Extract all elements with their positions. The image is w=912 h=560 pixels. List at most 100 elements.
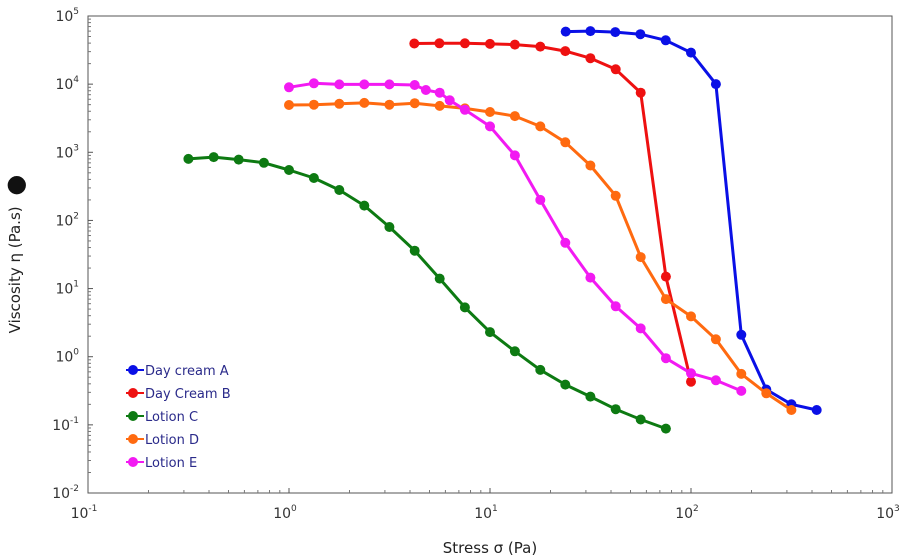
x-tick-label: 102: [675, 504, 699, 522]
data-point-lotion-c: [334, 185, 345, 195]
data-point-lotion-e: [585, 272, 596, 283]
data-point-lotion-c: [208, 152, 219, 163]
data-point-lotion-e: [434, 87, 445, 98]
y-tick-base: 10: [55, 213, 73, 229]
legend-label: Lotion C: [145, 410, 198, 425]
x-tick-label: 101: [474, 504, 498, 522]
data-point-lotion-d: [384, 99, 395, 110]
data-point-lotion-c: [183, 153, 194, 164]
data-point-lotion-e: [635, 323, 646, 334]
series-line-lotion-c: [188, 155, 667, 431]
y-tick-exponent: 4: [73, 75, 79, 85]
data-point-day-cream-b: [660, 271, 671, 282]
data-point-lotion-e: [736, 385, 747, 396]
y-tick-label: 104: [55, 75, 79, 93]
data-point-lotion-c: [660, 423, 671, 434]
data-point-lotion-e: [444, 95, 455, 106]
data-point-day-cream-b: [686, 376, 696, 387]
data-point-day-cream-a: [660, 35, 671, 46]
y-tick-base: 10: [55, 145, 73, 161]
legend-marker: [128, 388, 138, 398]
data-point-lotion-d: [710, 334, 721, 345]
data-point-lotion-d: [761, 388, 772, 399]
data-point-lotion-c: [635, 414, 646, 425]
data-point-lotion-e: [535, 194, 546, 205]
data-point-lotion-d: [409, 98, 420, 109]
data-point-day-cream-a: [710, 79, 721, 90]
series-line-lotion-d: [288, 101, 793, 412]
data-point-day-cream-b: [560, 46, 571, 57]
y-tick-label: 10-1: [52, 416, 79, 434]
x-tick-base: 10: [71, 506, 89, 522]
data-point-lotion-c: [459, 302, 470, 313]
y-tick-label: 105: [55, 7, 79, 25]
x-tick-exponent: -1: [88, 504, 97, 514]
data-point-lotion-e: [459, 104, 470, 115]
series-line-day-cream-b: [414, 41, 693, 383]
data-point-lotion-d: [635, 252, 646, 263]
x-tick-exponent: 3: [894, 504, 900, 514]
legend-label: Lotion E: [145, 456, 197, 471]
legend-marker: [128, 365, 138, 375]
data-point-lotion-e: [509, 150, 520, 161]
y-tick-base: 10: [52, 418, 70, 434]
x-tick-label: 100: [273, 504, 297, 522]
data-point-lotion-c: [434, 273, 445, 284]
data-point-lotion-e: [686, 368, 696, 379]
legend-label: Day cream A: [145, 364, 229, 379]
data-point-lotion-e: [660, 353, 671, 364]
data-point-lotion-e: [560, 237, 571, 248]
legend-item-lotion-e: Lotion E: [126, 456, 197, 471]
data-point-lotion-e: [420, 85, 431, 95]
legend-marker: [128, 411, 138, 421]
data-point-lotion-d: [560, 137, 571, 148]
x-tick-base: 10: [876, 506, 894, 522]
data-point-lotion-c: [509, 346, 520, 357]
data-point-lotion-d: [660, 294, 671, 305]
y-tick-label: 103: [55, 143, 79, 161]
data-point-day-cream-b: [434, 38, 445, 49]
series-day-cream-a: [560, 26, 822, 415]
data-point-lotion-d: [359, 97, 370, 108]
data-point-day-cream-a: [686, 47, 696, 58]
legend: Day cream A Day Cream B Lotion C Lotion D Lo…: [126, 364, 231, 471]
x-tick-exponent: 0: [291, 504, 297, 514]
series-line-day-cream-a: [565, 29, 818, 412]
data-point-day-cream-b: [535, 41, 546, 52]
data-point-day-cream-a: [811, 405, 822, 415]
y-tick-exponent: 3: [73, 143, 79, 153]
data-point-lotion-d: [509, 111, 520, 122]
y-axis-title: Viscosity η (Pa.s) ●: [1, 175, 29, 334]
data-point-day-cream-b: [459, 38, 470, 49]
data-point-day-cream-a: [635, 29, 646, 40]
y-tick-exponent: 0: [73, 348, 79, 358]
data-point-lotion-d: [585, 160, 596, 171]
series-line-lotion-e: [288, 81, 742, 393]
data-point-day-cream-b: [635, 87, 646, 98]
series-lotion-c: [183, 152, 671, 434]
data-point-lotion-c: [284, 165, 294, 175]
legend-label: Day Cream B: [145, 387, 231, 402]
x-tick-label: 103: [876, 504, 900, 522]
data-point-lotion-d: [686, 311, 696, 322]
legend-item-day-cream-a: Day cream A: [126, 364, 229, 379]
data-point-lotion-e: [610, 301, 621, 312]
data-point-lotion-c: [258, 157, 269, 168]
legend-item-day-cream-b: Day Cream B: [126, 387, 231, 402]
legend-marker: [128, 434, 138, 444]
legend-item-lotion-c: Lotion C: [126, 410, 198, 425]
data-point-lotion-e: [710, 375, 721, 386]
x-tick-base: 10: [474, 506, 492, 522]
y-tick-base: 10: [55, 350, 73, 366]
data-point-lotion-e: [308, 78, 319, 89]
legend-item-lotion-d: Lotion D: [126, 433, 199, 448]
data-point-lotion-d: [485, 107, 495, 117]
x-axis-title: Stress σ (Pa): [443, 539, 537, 557]
series-layer: [183, 26, 822, 434]
y-tick-exponent: 2: [73, 211, 79, 221]
data-point-lotion-d: [786, 405, 797, 415]
series-lotion-d: [284, 97, 797, 415]
data-point-day-cream-a: [610, 27, 621, 38]
